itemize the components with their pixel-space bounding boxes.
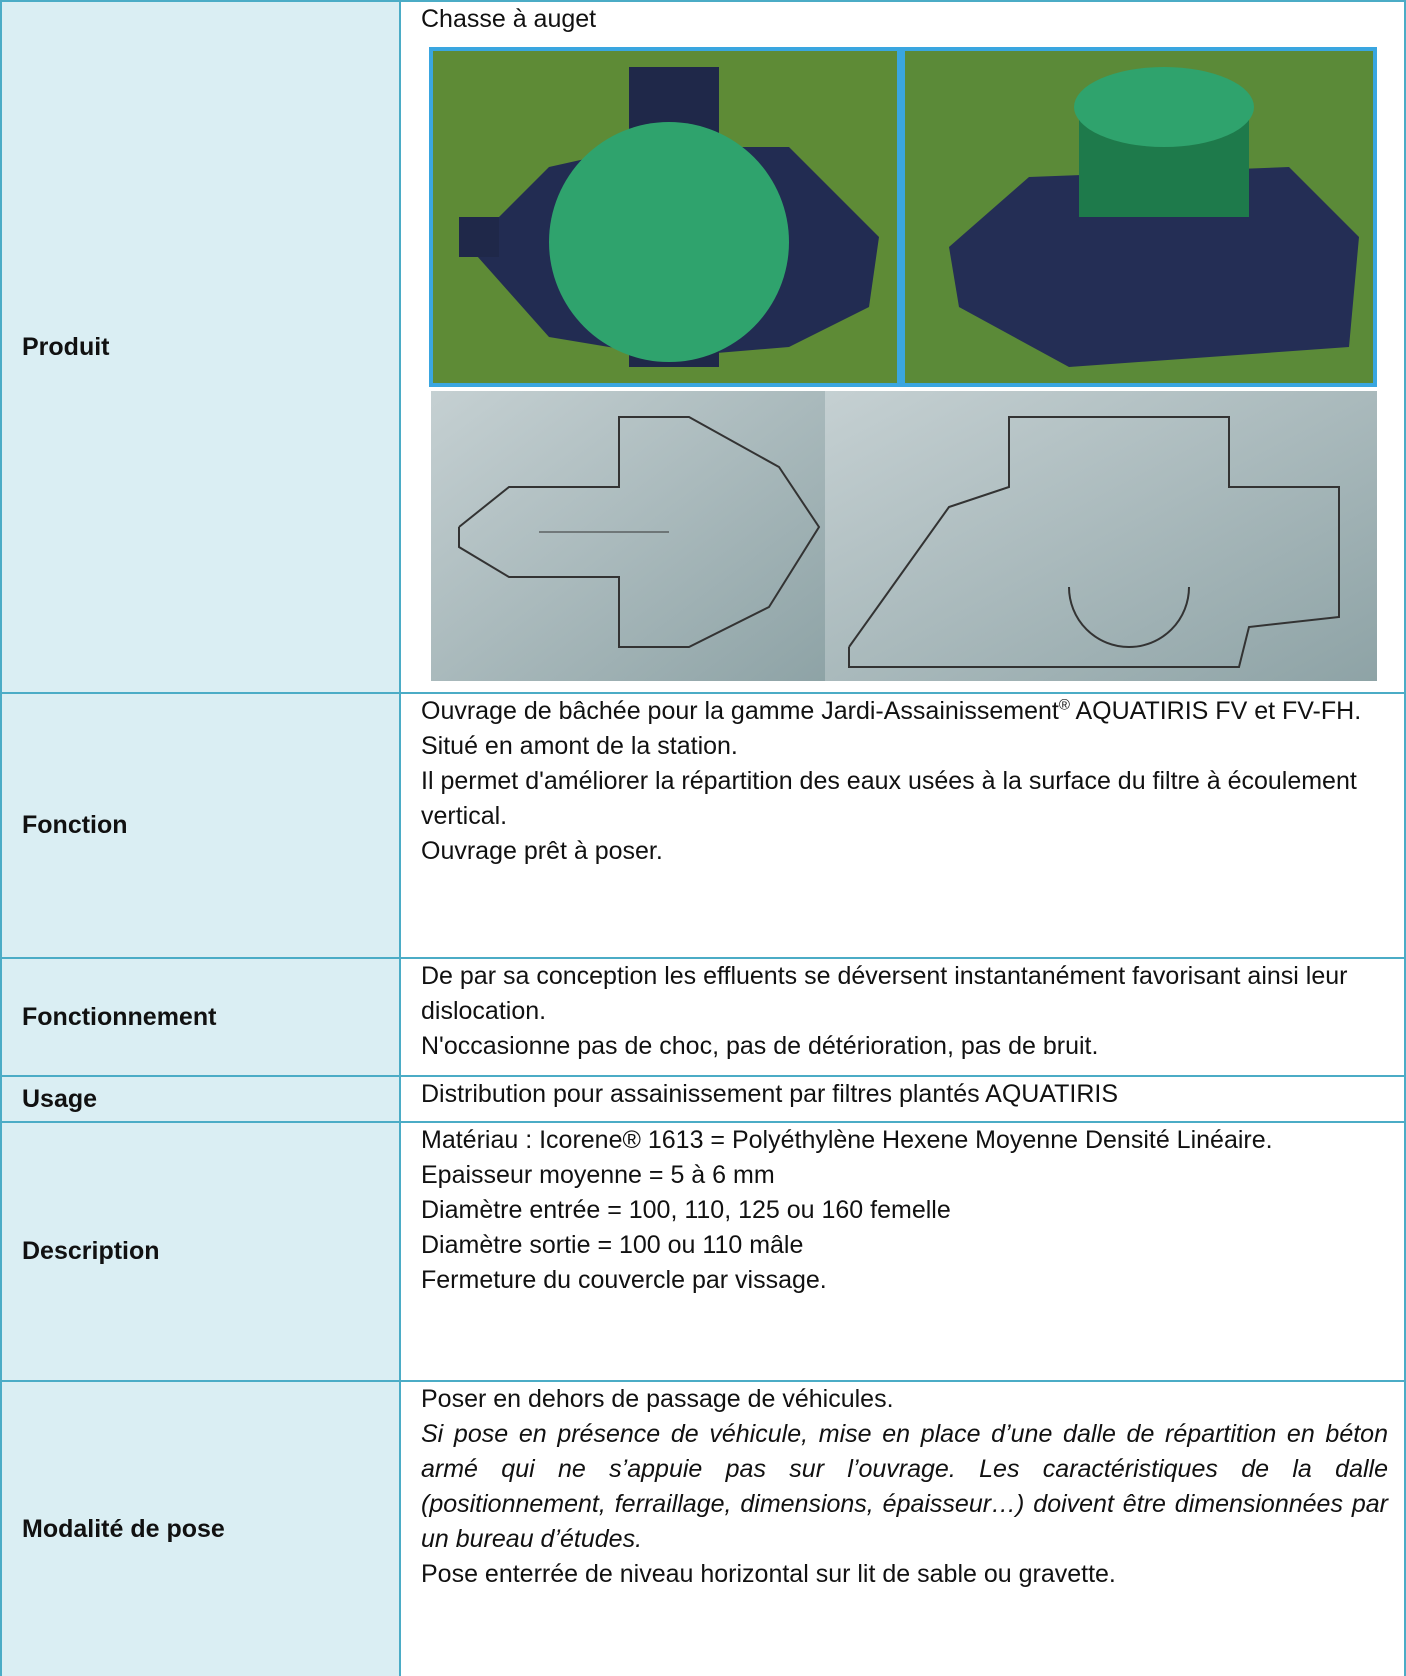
italic-paragraph: Si pose en présence de véhicule, mise en… bbox=[421, 1420, 1388, 1553]
paragraph: Matériau : Icorene® 1613 = Polyéthylène … bbox=[421, 1126, 1273, 1154]
row-content: Matériau : Icorene® 1613 = Polyéthylène … bbox=[399, 1121, 1406, 1382]
paragraph: Poser en dehors de passage de véhicules. bbox=[421, 1385, 894, 1413]
paragraph: Diamètre sortie = 100 ou 110 mâle bbox=[421, 1231, 804, 1259]
drawing-top-view bbox=[431, 391, 825, 681]
paragraph: Distribution pour assainissement par fil… bbox=[421, 1080, 1119, 1108]
product-images bbox=[429, 47, 1377, 681]
table-row: Modalité de pose Poser en dehors de passa… bbox=[0, 1380, 1406, 1676]
row-content: Distribution pour assainissement par fil… bbox=[399, 1075, 1406, 1123]
row-content: Ouvrage de bâchée pour la gamme Jardi-As… bbox=[399, 692, 1406, 959]
row-content: De par sa conception les effluents se dé… bbox=[399, 957, 1406, 1077]
photo-side-view bbox=[901, 47, 1377, 387]
paragraph: Il permet d'améliorer la répartition des… bbox=[421, 767, 1357, 830]
photo-top-view bbox=[429, 47, 901, 387]
table-row: Fonction Ouvrage de bâchée pour la gamme … bbox=[0, 692, 1406, 959]
paragraph: Fermeture du couvercle par vissage. bbox=[421, 1266, 827, 1294]
paragraph: Chasse à auget bbox=[421, 5, 597, 33]
paragraph: Ouvrage prêt à poser. bbox=[421, 837, 663, 865]
row-label: Modalité de pose bbox=[0, 1380, 401, 1676]
paragraph: N'occasionne pas de choc, pas de détério… bbox=[421, 1032, 1099, 1060]
table-row: Fonctionnement De par sa conception les e… bbox=[0, 957, 1406, 1077]
table-row: Produit Chasse à auget bbox=[0, 0, 1406, 694]
paragraph: Epaisseur moyenne = 5 à 6 mm bbox=[421, 1161, 775, 1189]
row-label: Usage bbox=[0, 1075, 401, 1123]
row-label: Produit bbox=[0, 0, 401, 694]
drawing-side-view bbox=[825, 391, 1377, 681]
row-label: Fonction bbox=[0, 692, 401, 959]
paragraph: Ouvrage de bâchée pour la gamme Jardi-As… bbox=[421, 694, 1388, 729]
superscript: ® bbox=[1058, 696, 1070, 714]
paragraph: Situé en amont de la station. bbox=[421, 732, 738, 760]
paragraph: Pose enterrée de niveau horizontal sur l… bbox=[421, 1560, 1116, 1588]
table-row: Usage Distribution pour assainissement pa… bbox=[0, 1075, 1406, 1123]
row-label: Description bbox=[0, 1121, 401, 1382]
text-part: Ouvrage de bâchée pour la gamme Jardi-As… bbox=[421, 697, 1059, 725]
row-label: Fonctionnement bbox=[0, 957, 401, 1077]
paragraph: Diamètre entrée = 100, 110, 125 ou 160 f… bbox=[421, 1196, 951, 1224]
text-part: AQUATIRIS FV et FV-FH. bbox=[1069, 697, 1362, 725]
table-row: Description Matériau : Icorene® 1613 = Po… bbox=[0, 1121, 1406, 1382]
row-content: Chasse à auget bbox=[399, 0, 1406, 694]
paragraph: De par sa conception les effluents se dé… bbox=[421, 962, 1348, 1025]
row-content: Poser en dehors de passage de véhicules.… bbox=[399, 1380, 1406, 1676]
